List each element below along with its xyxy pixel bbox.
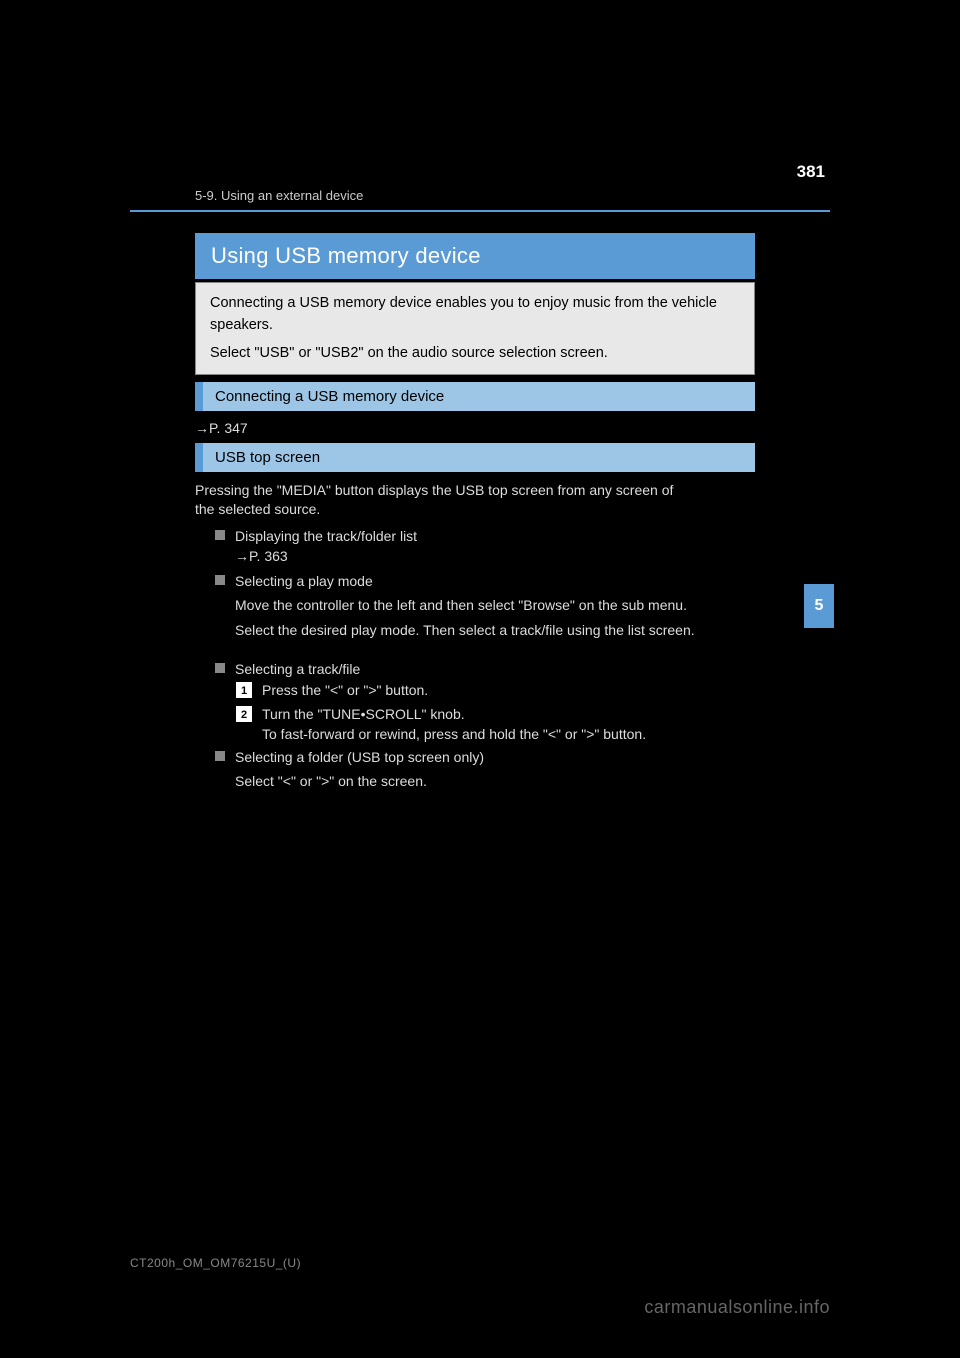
- bullet-icon: [215, 530, 225, 540]
- footer-watermark: carmanualsonline.info: [644, 1297, 830, 1318]
- numbered-step-1: 1 Press the "<" or ">" button.: [236, 682, 756, 698]
- bullet-icon: [215, 751, 225, 761]
- step-text: Turn the "TUNE•SCROLL" knob.: [262, 706, 646, 722]
- header-divider: [130, 210, 830, 212]
- bullet-select-track: Selecting a track/file: [215, 659, 755, 679]
- number-badge-1: 1: [236, 682, 252, 698]
- bullet-text-1: Move the controller to the left and then…: [235, 595, 695, 615]
- bullet-label: Displaying the track/folder list: [235, 526, 417, 546]
- subsection-connecting: Connecting a USB memory device: [195, 382, 755, 411]
- bullet-track-list: Displaying the track/folder list →P. 363: [215, 526, 755, 567]
- step-text: Press the "<" or ">" button.: [262, 682, 428, 698]
- section-title: Using USB memory device: [195, 233, 755, 279]
- connecting-ref: →P. 347: [195, 420, 755, 436]
- bullet-text-2: Select the desired play mode. Then selec…: [235, 620, 695, 640]
- bullet-icon: [215, 575, 225, 585]
- bullet-play-mode: Selecting a play mode Move the controlle…: [215, 571, 755, 640]
- bullet-label: Selecting a track/file: [235, 659, 360, 679]
- step-note: To fast-forward or rewind, press and hol…: [262, 726, 646, 742]
- intro-box: Connecting a USB memory device enables y…: [195, 282, 755, 375]
- numbered-step-2: 2 Turn the "TUNE•SCROLL" knob. To fast-f…: [236, 706, 756, 742]
- subsection-usb-top: USB top screen: [195, 443, 755, 472]
- number-badge-2: 2: [236, 706, 252, 722]
- bullet-icon: [215, 663, 225, 673]
- bullet-label: Selecting a play mode: [235, 571, 695, 591]
- bullet-select-folder: Selecting a folder (USB top screen only)…: [215, 747, 755, 792]
- usb-top-text-2: the selected source.: [195, 501, 755, 517]
- chapter-tab: 5: [804, 584, 834, 628]
- footer-doc-id: CT200h_OM_OM76215U_(U): [130, 1256, 301, 1270]
- usb-top-text-1: Pressing the "MEDIA" button displays the…: [195, 482, 755, 498]
- page-number: 381: [797, 162, 825, 182]
- intro-paragraph-1: Connecting a USB memory device enables y…: [210, 293, 740, 337]
- bullet-label: Selecting a folder (USB top screen only): [235, 747, 484, 767]
- intro-paragraph-2: Select "USB" or "USB2" on the audio sour…: [210, 343, 740, 365]
- bullet-ref: →P. 363: [235, 546, 417, 566]
- bullet-text: Select "<" or ">" on the screen.: [235, 771, 484, 791]
- breadcrumb: 5-9. Using an external device: [195, 188, 363, 203]
